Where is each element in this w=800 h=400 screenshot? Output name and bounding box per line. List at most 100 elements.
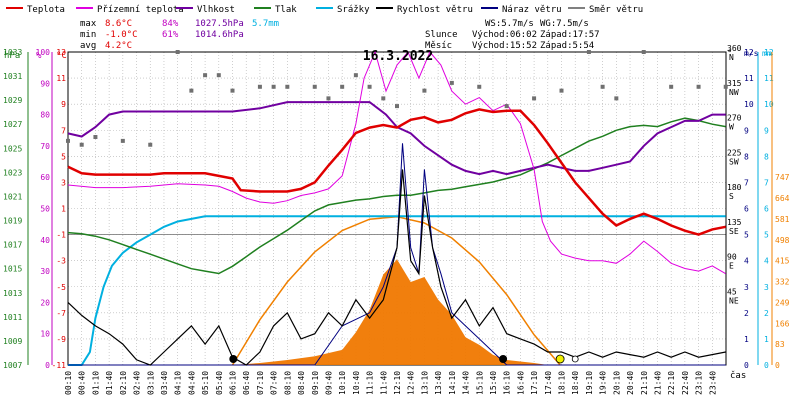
wm2-tick: 415: [775, 257, 790, 266]
moon-rise: Východ:15:52: [472, 41, 537, 51]
ms-tick: 5: [744, 231, 749, 240]
moon-label: Měsíc: [425, 41, 452, 51]
mm-tick: 2: [764, 309, 769, 318]
dir-label: E: [729, 262, 734, 271]
x-tick: 23:40: [708, 371, 717, 395]
wind-dir-point: [353, 73, 358, 78]
pressure-line: [67, 117, 726, 275]
wind-dir-point: [79, 142, 84, 147]
legend-label: Rychlost větru: [397, 5, 473, 15]
wind-dir-point: [230, 88, 235, 93]
wm2-tick: 249: [775, 298, 790, 307]
wind-dir-point: [93, 135, 98, 140]
humidity-line: [67, 101, 726, 176]
pct-tick: 0: [45, 361, 50, 370]
x-tick: 13:10: [420, 371, 429, 395]
mm-tick: 8: [764, 152, 769, 161]
chart-marks: [66, 50, 728, 364]
hpa-tick: 1031: [3, 72, 22, 81]
dir-tick: 225: [727, 148, 742, 157]
dir-tick: 90: [727, 253, 737, 262]
wind-dir-point: [723, 84, 728, 89]
ms-tick: 0: [744, 361, 749, 370]
wind-dir-point: [641, 50, 646, 54]
mm-tick: 12: [764, 48, 774, 57]
hpa-tick: 1017: [3, 241, 22, 250]
legend-label: Tlak: [275, 5, 297, 15]
x-tick: 11:10: [366, 371, 375, 395]
x-tick: 01:10: [91, 371, 100, 395]
sun-label: Slunce: [425, 30, 458, 40]
ms-tick: 3: [744, 283, 749, 292]
wind-dir-point: [312, 84, 317, 89]
mm-tick: 7: [764, 178, 769, 187]
dir-tick: 180: [727, 183, 742, 192]
mm-tick: 6: [764, 205, 769, 214]
temp-tick: 5: [61, 152, 66, 161]
ms-tick: 6: [744, 205, 749, 214]
mm-tick: 1: [764, 335, 769, 344]
x-tick: 08:40: [297, 371, 306, 395]
wind-dir-point: [422, 88, 427, 93]
ground-temp-line: [67, 50, 726, 275]
temp-tick: 11: [56, 74, 66, 83]
temp-tick: -7: [56, 309, 66, 318]
sunrise-marker: [229, 355, 238, 363]
temp-tick: -1: [56, 231, 66, 240]
dir-tick: 315: [727, 79, 742, 88]
mm-tick: 11: [764, 74, 774, 83]
hpa-tick: 1033: [3, 48, 22, 57]
temp-tick: -9: [56, 335, 66, 344]
wind-dir-point: [340, 84, 345, 89]
x-tick: 06:10: [229, 371, 238, 395]
x-tick: 13:40: [434, 371, 443, 395]
chart-series: [67, 50, 726, 366]
x-axis-label: čas: [730, 370, 746, 381]
dir-tick: 45: [727, 287, 737, 296]
legend-label: Teplota: [27, 5, 65, 15]
temp-tick: -5: [56, 283, 66, 292]
wind-dir-point: [203, 73, 208, 78]
x-tick: 07:10: [256, 371, 265, 395]
dir-label: SW: [729, 157, 739, 166]
pct-tick: 90: [40, 79, 50, 88]
wind-dir-point: [559, 88, 564, 93]
legend-label: Přízemní teplota: [97, 5, 184, 15]
wind-dir-point: [504, 104, 509, 109]
hpa-tick: 1015: [3, 265, 22, 274]
wind-dir-point: [477, 84, 482, 89]
solar-radiation-area: [68, 259, 726, 365]
ms-tick: 10: [744, 100, 754, 109]
mm-unit: mm: [762, 49, 772, 58]
x-tick: 22:10: [667, 371, 676, 395]
x-tick: 20:40: [626, 371, 635, 395]
wind-dir-point: [257, 84, 262, 89]
hpa-tick: 1027: [3, 120, 22, 129]
wind-dir-point: [395, 104, 399, 109]
temp-tick: 1: [61, 205, 66, 214]
wind-dir-point: [696, 84, 701, 89]
wind-dir-point: [600, 84, 605, 89]
x-tick: 12:10: [393, 371, 402, 395]
legend-label: Srážky: [337, 5, 370, 15]
wm2-tick: 332: [775, 278, 790, 287]
sun-rise: Východ:06:02: [472, 30, 537, 40]
sunset-marker: [555, 354, 565, 364]
dir-tick: 135: [727, 218, 742, 227]
stats-humidity: 61%: [162, 30, 179, 40]
hpa-unit: hPa: [4, 51, 20, 61]
temperature-line: [67, 108, 726, 236]
pct-tick: 80: [40, 111, 50, 120]
chart-axes: 1033103110291027102510231021101910171015…: [3, 44, 790, 395]
x-tick: 22:40: [681, 371, 690, 395]
pct-unit: %: [36, 51, 42, 61]
wm2-tick: 166: [775, 319, 790, 328]
x-tick: 09:40: [324, 371, 333, 395]
ms-tick: 2: [744, 309, 749, 318]
stats-block: max 8.6°C 84% 1027.5hPa 5.7mm min -1.0°C 61% 101…: [80, 19, 600, 51]
x-tick: 17:40: [544, 371, 553, 395]
wm2-tick: 498: [775, 236, 790, 245]
legend-label: Vlhkost: [197, 5, 235, 15]
x-tick: 06:40: [242, 371, 251, 395]
